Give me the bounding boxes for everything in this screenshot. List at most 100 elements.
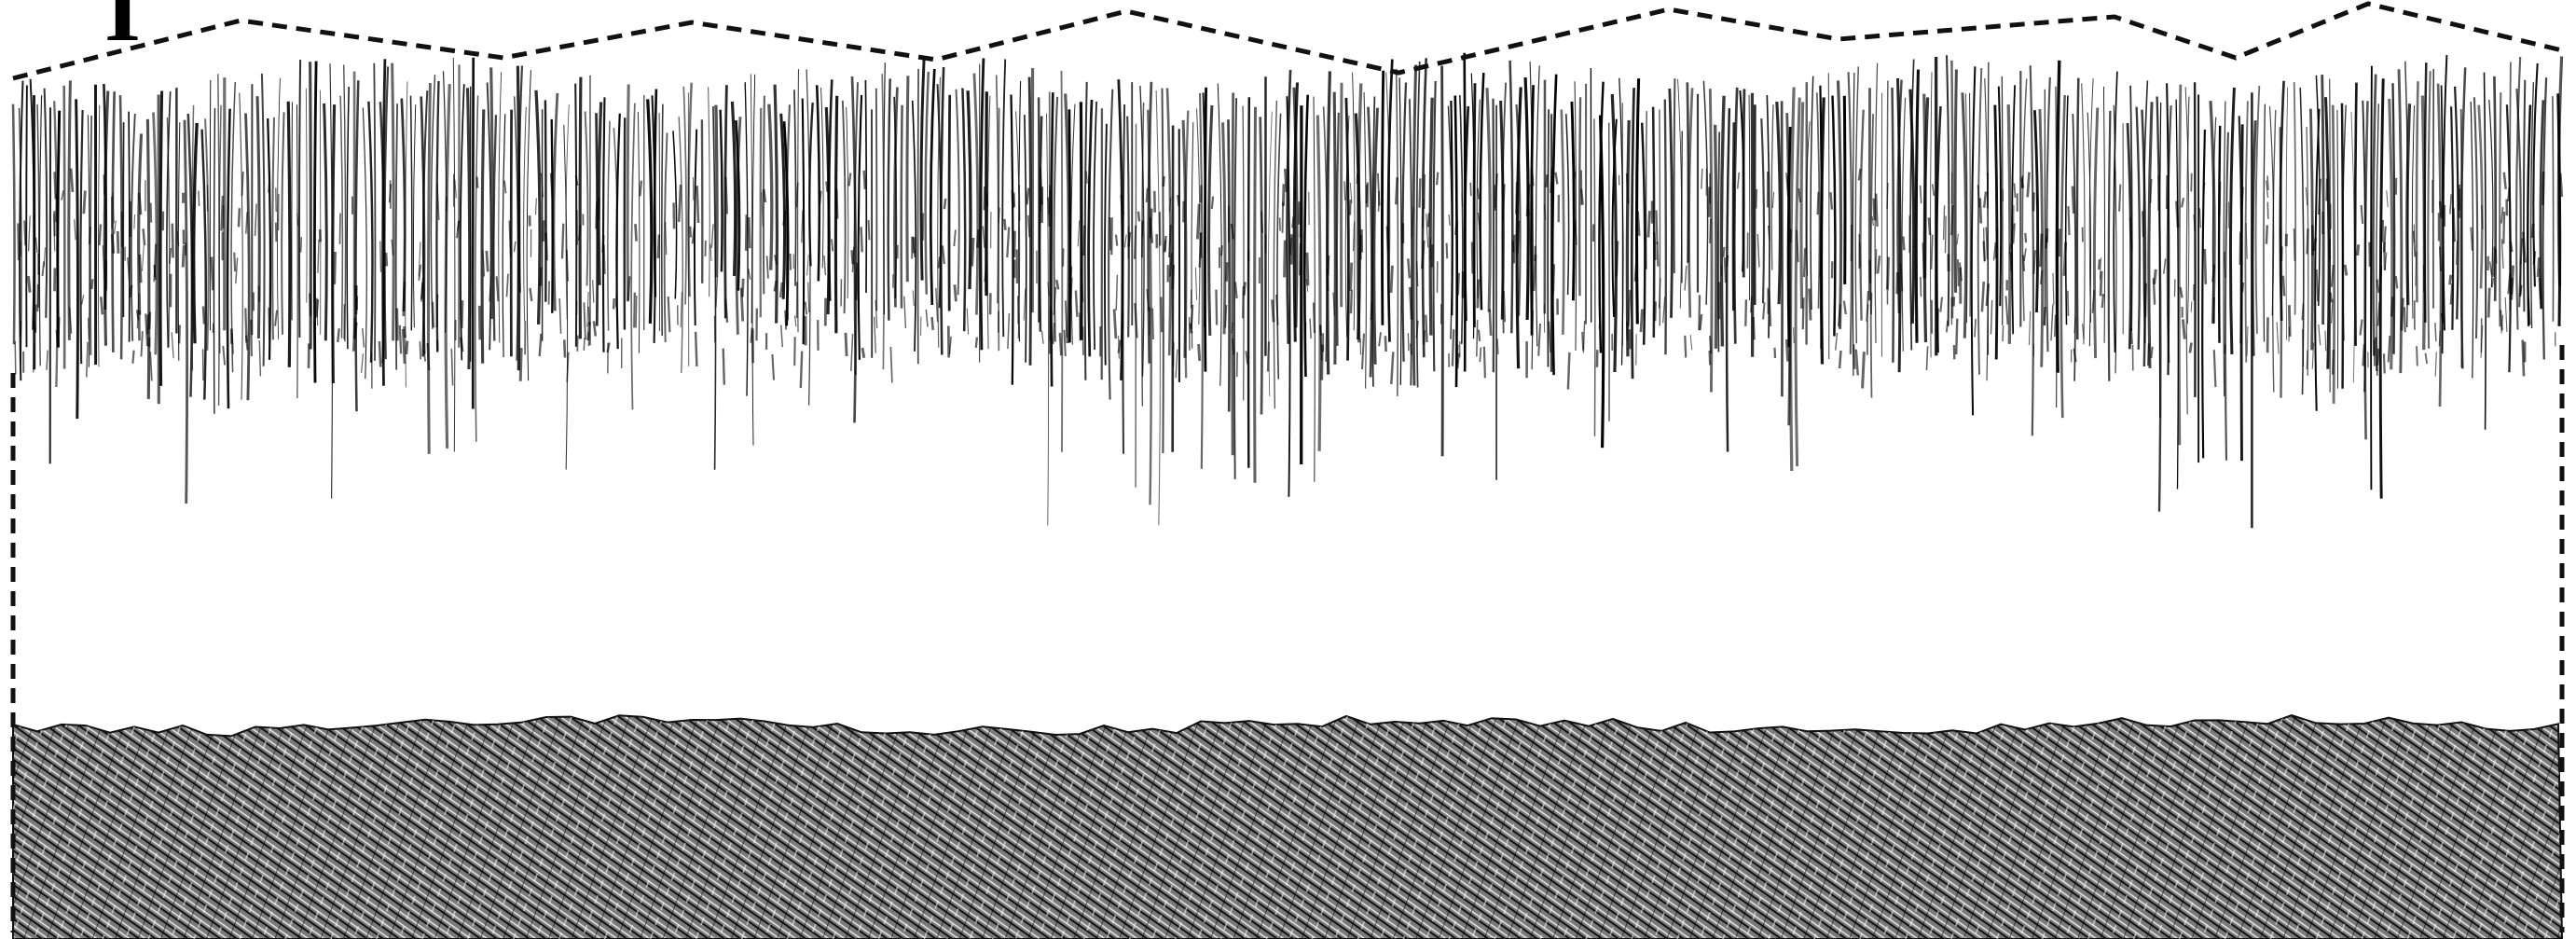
fiber-strand [1901, 97, 1907, 352]
fiber-strand [552, 92, 559, 311]
fiber-shading [576, 335, 579, 352]
fiber-shading [1082, 225, 1086, 256]
fiber-strand [305, 88, 308, 303]
fiber-shading [1771, 191, 1775, 209]
fiber-shading [2448, 274, 2453, 285]
fiber-shading [1838, 304, 1841, 326]
fiber-strand [2184, 87, 2190, 325]
fiber-strand [1859, 109, 1865, 321]
fiber-strand [2353, 82, 2358, 346]
fiber-strand [412, 104, 417, 328]
fiber-shading [90, 279, 94, 290]
fiber-strand [1815, 92, 1821, 309]
fiber-strand [2371, 74, 2377, 356]
fiber-shading [2043, 307, 2046, 325]
fiber-shading [1852, 344, 1856, 369]
fiber-strand [1725, 108, 1731, 452]
fiber-strand [1640, 122, 1646, 345]
fiber-strand [103, 90, 110, 346]
fiber-shading [635, 295, 638, 328]
fiber-strand [2251, 120, 2257, 356]
fiber-shading [1628, 329, 1632, 350]
fiber-shading [2455, 241, 2459, 265]
fiber-strand [939, 66, 945, 355]
fiber-shading [1530, 169, 1535, 186]
fiber-shading [353, 322, 358, 339]
fiber-shading [454, 179, 457, 199]
fiber-shading [2153, 269, 2157, 284]
fiber-strand [1401, 82, 1408, 362]
fiber-strand [75, 99, 79, 420]
fiber-shading [110, 234, 116, 254]
fiber-shading [1902, 236, 1906, 251]
fiber-shading [534, 198, 537, 215]
fiber-shading [351, 317, 357, 352]
fiber-strand [260, 73, 266, 366]
fiber-shading [1063, 329, 1067, 357]
fiber-strand [1472, 83, 1477, 328]
fiber-shading [1291, 216, 1295, 228]
fiber-shading [633, 292, 636, 328]
fiber-strand [2342, 104, 2347, 341]
fiber-shading [974, 337, 979, 349]
fiber-shading [1164, 240, 1166, 252]
fiber-shading [2542, 171, 2545, 205]
fiber-shading [220, 195, 225, 231]
fiber-shading [1476, 279, 1480, 309]
fiber-shading [1456, 272, 1460, 296]
fiber-strand [1869, 114, 1874, 398]
fiber-shading [1802, 248, 1807, 278]
fiber-strand [2427, 71, 2431, 349]
fiber-strand [1668, 88, 1674, 318]
fiber-shading [1985, 283, 1991, 307]
fiber-shading [2331, 349, 2335, 375]
fiber-shading [149, 352, 153, 381]
fiber-shading [1537, 323, 1542, 356]
fiber-shading [1872, 198, 1877, 221]
fiber-shading [1819, 246, 1824, 278]
fiber-shading [1488, 309, 1493, 336]
fiber-strand [966, 90, 972, 290]
fiber-shading [1003, 218, 1007, 230]
fiber-shading [32, 321, 37, 334]
fiber-shading [1077, 220, 1081, 247]
fiber-shading [1133, 225, 1137, 259]
fiber-strand [1574, 81, 1577, 351]
fiber-strand [2135, 106, 2142, 350]
fiber-shading [2362, 343, 2366, 366]
fiber-strand [1922, 97, 1930, 343]
fiber-strand [255, 96, 261, 339]
fiber-strand [1854, 66, 1860, 344]
fiber-shading [87, 317, 90, 340]
fiber-strand [2217, 125, 2222, 343]
fiber-shading [774, 255, 778, 265]
fiber-strand [1247, 97, 1251, 468]
fiber-strand [883, 62, 886, 315]
fiber-shading [237, 208, 241, 228]
fiber-strand [1550, 74, 1558, 376]
fiber-shading [634, 224, 638, 242]
fiber-shading [799, 351, 804, 389]
fiber-shading [1271, 299, 1275, 323]
fiber-strand [893, 87, 899, 308]
fiber-strand [773, 84, 779, 324]
fiber-shading [99, 297, 104, 315]
fiber-strand [343, 64, 347, 342]
fiber-shading [1069, 266, 1073, 299]
dashed-outline [10, 1, 2565, 932]
fiber-shading [420, 277, 425, 299]
fiber-shading [333, 251, 337, 284]
fiber-shading [2212, 350, 2217, 388]
fiber-strand [1717, 131, 1721, 352]
fiber-shading [2241, 282, 2245, 293]
fiber-shading [1950, 205, 1954, 236]
fiber-shading [1951, 297, 1956, 307]
fiber-strand [672, 131, 678, 299]
fiber-shading [485, 250, 489, 272]
fiber-shading [1626, 321, 1629, 341]
fiber-shading [1633, 262, 1638, 282]
fiber-strand [383, 66, 390, 360]
fiber-shading [1750, 296, 1753, 313]
fiber-strand [1630, 88, 1635, 380]
fiber-strand [271, 117, 276, 340]
